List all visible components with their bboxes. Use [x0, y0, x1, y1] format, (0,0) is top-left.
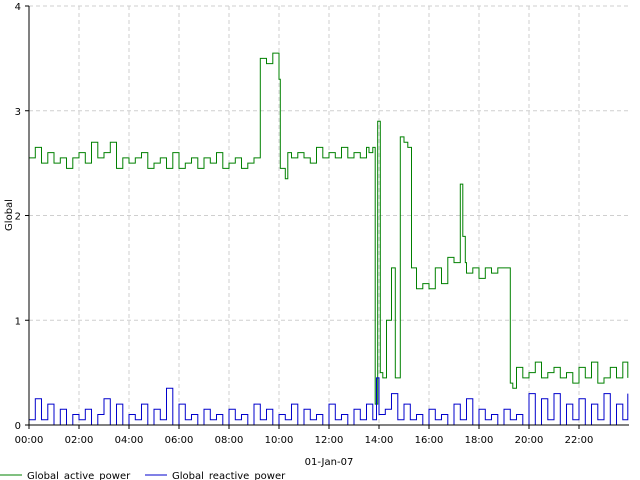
x-tick-label: 02:00 — [65, 435, 94, 446]
legend-label: Global_active_power — [27, 471, 131, 480]
x-tick-label: 18:00 — [465, 435, 494, 446]
y-tick-label: 2 — [15, 212, 21, 223]
x-tick-label: 20:00 — [515, 435, 544, 446]
x-tick-label: 06:00 — [165, 435, 194, 446]
legend-label: Global_reactive_power — [172, 471, 286, 480]
x-tick-label: 12:00 — [315, 435, 344, 446]
series-line-global-reactive-power — [29, 377, 629, 426]
y-tick-label: 4 — [15, 2, 21, 13]
x-tick-label: 00:00 — [15, 435, 44, 446]
x-tick-label: 16:00 — [415, 435, 444, 446]
y-ticks: 0 1 2 3 4 — [15, 2, 29, 432]
y-tick-label: 3 — [15, 107, 21, 118]
series-group — [29, 52, 629, 426]
x-tick-label: 04:00 — [115, 435, 144, 446]
grid — [28, 5, 629, 425]
x-tick-label: 14:00 — [365, 435, 394, 446]
y-axis-label: Global — [4, 199, 15, 231]
x-axis-label: 01-Jan-07 — [305, 457, 354, 468]
x-tick-label: 22:00 — [565, 435, 594, 446]
y-tick-label: 1 — [15, 316, 21, 327]
y-tick-label: 0 — [15, 421, 21, 432]
x-tick-label: 10:00 — [265, 435, 294, 446]
x-ticks: 00:00 02:00 04:00 06:00 08:00 10:00 12:00 14:00… — [15, 425, 594, 446]
legend: Global_active_power Global_reactive_power — [0, 471, 286, 480]
series-line-global-active-power — [29, 52, 629, 405]
x-tick-label: 08:00 — [215, 435, 244, 446]
